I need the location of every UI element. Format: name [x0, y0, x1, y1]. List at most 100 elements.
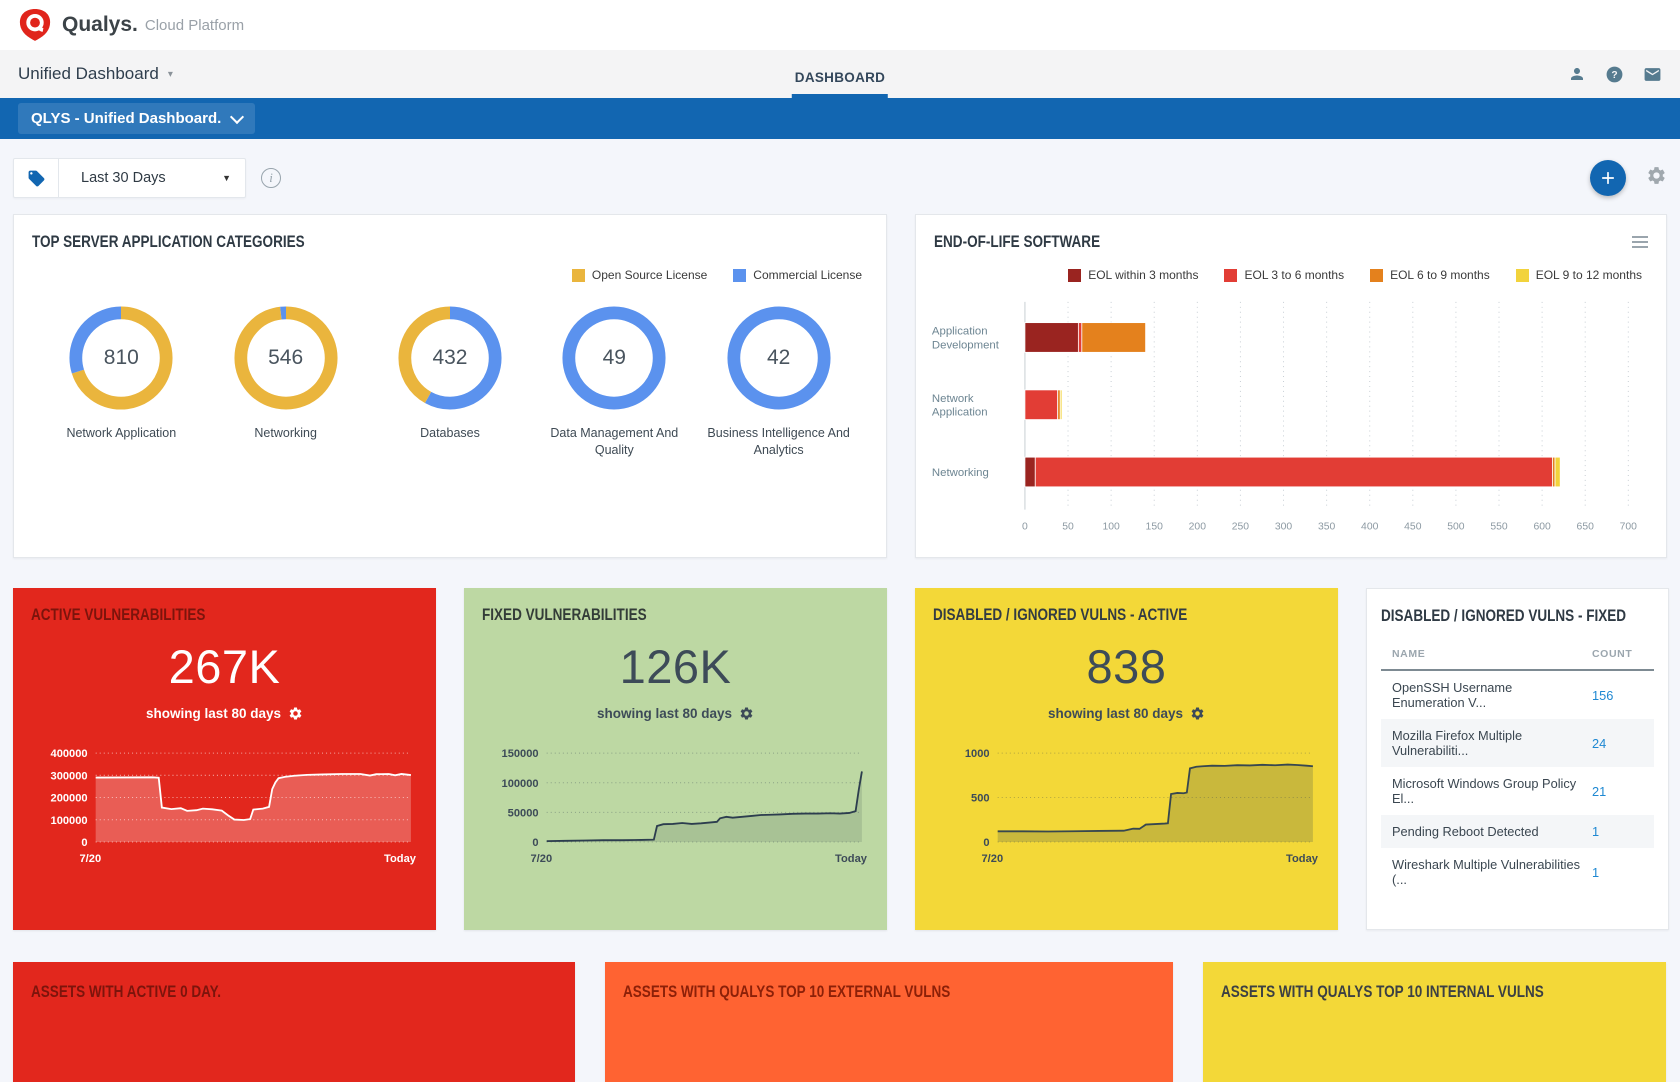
card-value: 838 — [1086, 640, 1167, 693]
svg-text:250: 250 — [1232, 521, 1250, 532]
vuln-name: OpenSSH Username Enumeration V... — [1392, 680, 1513, 710]
date-range-select[interactable]: Last 30 Days ▼ — [81, 170, 231, 186]
vuln-count-link[interactable]: 24 — [1592, 735, 1607, 751]
gear-icon[interactable] — [288, 706, 303, 721]
legend-item[interactable]: EOL 6 to 9 months — [1370, 268, 1490, 282]
vuln-name: Pending Reboot Detected — [1392, 824, 1539, 839]
table-row[interactable]: Pending Reboot Detected 1 — [1381, 815, 1654, 848]
vuln-count-cell: 156 — [1581, 670, 1654, 719]
brand-platform: Cloud Platform — [144, 16, 245, 34]
svg-text:150: 150 — [1146, 521, 1164, 532]
app-header: Qualys. Cloud Platform — [0, 0, 1680, 50]
user-icon[interactable] — [1568, 65, 1586, 83]
svg-text:400000: 400000 — [51, 748, 88, 760]
vuln-count-link[interactable]: 156 — [1592, 687, 1614, 703]
card-title: DISABLED / IGNORED VULNS - ACTIVE — [933, 606, 1188, 624]
card-subtitle: showing last 80 days — [933, 706, 1320, 721]
table-row[interactable]: Microsoft Windows Group Policy El... 21 — [1381, 767, 1654, 815]
donut-ring: 432 — [396, 304, 504, 412]
card-disabled-ignored-fixed: DISABLED / IGNORED VULNS - FIXED NAME CO… — [1366, 588, 1669, 930]
card-value: 126K — [619, 640, 732, 693]
column-header-count: COUNT — [1581, 640, 1654, 671]
svg-text:500: 500 — [1447, 521, 1465, 532]
vuln-name: Mozilla Firefox Multiple Vulnerabiliti..… — [1392, 728, 1523, 758]
svg-text:650: 650 — [1577, 521, 1595, 532]
tag-filter-button[interactable] — [14, 159, 59, 197]
svg-text:Application: Application — [932, 326, 988, 338]
svg-text:700: 700 — [1620, 521, 1638, 532]
brand-name: Qualys. — [62, 13, 138, 36]
svg-text:7/20: 7/20 — [982, 853, 1004, 865]
filter-toolbar: Last 30 Days ▼ i — [13, 158, 1667, 198]
legend-item[interactable]: Open Source License — [571, 268, 707, 282]
dashboard-bar: QLYS - Unified Dashboard. — [0, 98, 1680, 139]
filter-box: Last 30 Days ▼ — [13, 158, 246, 198]
panel-title: TOP SERVER APPLICATION CATEGORIES — [32, 233, 305, 251]
card-disabled-ignored-active: DISABLED / IGNORED VULNS - ACTIVE 838 sh… — [915, 588, 1338, 930]
gear-icon[interactable] — [739, 706, 754, 721]
categories-legend: Open Source License Commercial License — [14, 268, 886, 282]
svg-text:100000: 100000 — [51, 815, 88, 827]
module-selector[interactable]: Unified Dashboard ▾ — [18, 64, 173, 83]
card-active-vulnerabilities: ACTIVE VULNERABILITIES 267K showing last… — [13, 588, 436, 930]
panel-top-server-categories: TOP SERVER APPLICATION CATEGORIES Open S… — [13, 214, 887, 558]
svg-text:1000: 1000 — [965, 748, 990, 760]
info-icon[interactable]: i — [261, 168, 281, 188]
svg-text:Network: Network — [932, 393, 974, 405]
svg-text:100: 100 — [1102, 521, 1120, 532]
legend-item[interactable]: Commercial License — [733, 268, 862, 282]
svg-text:200000: 200000 — [51, 793, 88, 805]
svg-text:Application: Application — [932, 407, 988, 419]
chevron-down-icon — [230, 109, 245, 124]
donut-chart: 810 Network Application — [42, 304, 200, 459]
svg-text:200: 200 — [1189, 521, 1207, 532]
legend-item[interactable]: EOL 3 to 6 months — [1224, 268, 1344, 282]
legend-label: EOL 9 to 12 months — [1535, 268, 1642, 282]
vuln-count-link[interactable]: 21 — [1592, 783, 1607, 799]
vuln-name: Microsoft Windows Group Policy El... — [1392, 776, 1577, 806]
legend-item[interactable]: EOL 9 to 12 months — [1515, 268, 1642, 282]
legend-item[interactable]: EOL within 3 months — [1068, 268, 1198, 282]
dashboard-selector[interactable]: QLYS - Unified Dashboard. — [18, 103, 256, 134]
tab-dashboard[interactable]: DASHBOARD — [791, 70, 889, 98]
card-title: ASSETS WITH ACTIVE 0 DAY. — [31, 983, 221, 1001]
table-row[interactable]: Wireshark Multiple Vulnerabilities (... 1 — [1381, 848, 1654, 896]
donut-chart: 49 Data Management And Quality — [535, 304, 693, 459]
svg-text:7/20: 7/20 — [531, 853, 553, 865]
card-title: FIXED VULNERABILITIES — [482, 606, 647, 624]
vuln-count-link[interactable]: 1 — [1592, 824, 1600, 839]
mail-icon[interactable] — [1643, 65, 1662, 84]
vuln-count-link[interactable]: 1 — [1592, 864, 1600, 880]
card-title: ASSETS WITH QUALYS TOP 10 INTERNAL VULNS — [1221, 983, 1544, 1001]
card-assets-active-0day: ASSETS WITH ACTIVE 0 DAY. — [13, 962, 575, 1082]
svg-text:300: 300 — [1275, 521, 1293, 532]
donut-label: Data Management And Quality — [550, 426, 679, 457]
vuln-name: Wireshark Multiple Vulnerabilities (... — [1392, 857, 1580, 887]
vulns-table: NAME COUNT OpenSSH Username Enumeration … — [1381, 640, 1654, 896]
table-row[interactable]: OpenSSH Username Enumeration V... 156 — [1381, 670, 1654, 719]
help-icon[interactable]: ? — [1605, 65, 1624, 84]
add-widget-button[interactable] — [1590, 160, 1626, 196]
donut-value: 42 — [766, 346, 791, 369]
gear-icon[interactable] — [1190, 706, 1205, 721]
svg-text:550: 550 — [1490, 521, 1508, 532]
eol-stacked-bar-chart: 0 50 100 150 200 250 300 350 400 450 500 550 600 650 7… — [926, 290, 1658, 539]
svg-text:0: 0 — [81, 837, 87, 849]
table-row[interactable]: Mozilla Firefox Multiple Vulnerabiliti..… — [1381, 719, 1654, 767]
legend-swatch — [733, 268, 747, 282]
svg-text:Today: Today — [384, 853, 417, 865]
svg-text:100000: 100000 — [502, 778, 539, 790]
svg-text:400: 400 — [1361, 521, 1379, 532]
donut-chart: 42 Business Intelligence And Analytics — [700, 304, 858, 459]
svg-text:300000: 300000 — [51, 770, 88, 782]
legend-swatch — [1224, 268, 1238, 282]
card-value: 267K — [168, 640, 281, 693]
svg-text:Today: Today — [835, 853, 868, 865]
legend-swatch — [1515, 268, 1529, 282]
eol-legend: EOL within 3 months EOL 3 to 6 months EOL … — [916, 268, 1666, 282]
card-title: ASSETS WITH QUALYS TOP 10 EXTERNAL VULNS — [623, 983, 951, 1001]
settings-gear-icon[interactable] — [1646, 165, 1667, 191]
card-subtitle: showing last 80 days — [482, 706, 869, 721]
panel-menu-icon[interactable] — [1632, 233, 1648, 248]
svg-text:600: 600 — [1533, 521, 1551, 532]
